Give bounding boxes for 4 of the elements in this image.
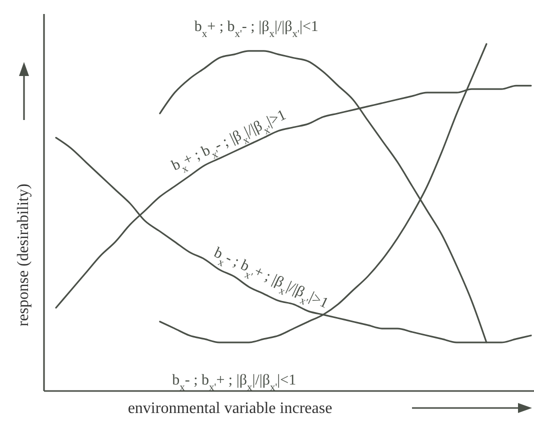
text: b$_{x}$+ ; b$_{x'}$- ; |β$_{x}$|/|β$_{x'}$|<1: [194, 18, 318, 40]
x-axis-title: environmental variable increase: [128, 400, 332, 417]
text: b$_{x}$- ; b$_{x'}$+ ; |β$_{x}$|/|β$_{x'}$|<1: [172, 372, 296, 393]
y-axis-title: response (desirability): [15, 184, 32, 326]
